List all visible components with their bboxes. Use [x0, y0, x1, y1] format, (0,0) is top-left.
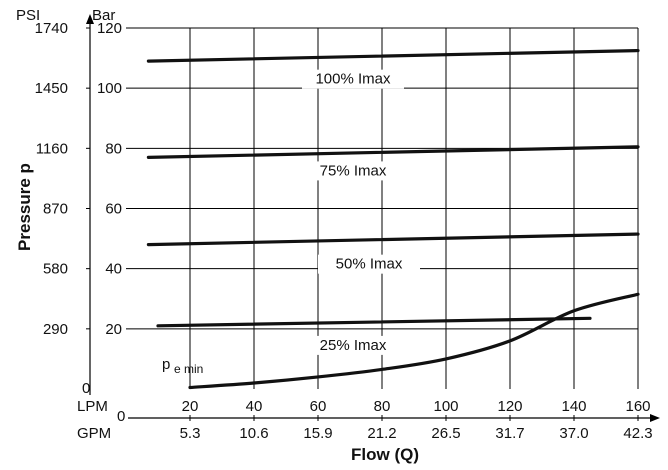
series [146, 48, 640, 390]
x-tick-label-lpm: 40 [246, 398, 263, 415]
x-tick-label-gpm: 26.5 [431, 425, 460, 442]
y-zero-psi: 0 [82, 380, 90, 397]
x-unit-gpm: GPM [77, 425, 111, 442]
x-tick-label-gpm: 5.3 [180, 425, 201, 442]
x-unit-lpm: LPM [77, 398, 108, 415]
series-line [146, 145, 640, 159]
x-tick-label-lpm: 60 [310, 398, 327, 415]
x-zero-lpm: 0 [117, 408, 125, 425]
series-label-bg [302, 335, 404, 355]
series-label-bg [302, 161, 404, 181]
y-tick-label-bar: 120 [97, 20, 122, 37]
x-tick-label-lpm: 140 [561, 398, 586, 415]
x-tick-label-gpm: 10.6 [239, 425, 268, 442]
series-line [146, 48, 640, 63]
x-tick-label-gpm: 15.9 [303, 425, 332, 442]
x-axis-title: Flow (Q) [351, 445, 419, 464]
y-unit-bar: Bar [92, 7, 115, 24]
series-label: 100% Imax [315, 71, 391, 88]
series-label-bg [302, 69, 404, 89]
y-tick-label-psi: 1740 [35, 20, 68, 37]
y-tick-label-bar: 20 [105, 321, 122, 338]
y-unit-psi: PSI [16, 7, 40, 24]
series-label: 50% Imax [336, 256, 403, 273]
series-label-pemin: p [162, 356, 170, 373]
series-label-pemin-sub: e min [174, 362, 203, 376]
x-tick-label-lpm: 100 [433, 398, 458, 415]
labels: 20 40 60 80 100 120 290 580 870 1160 1450 1740 20 40 6… [35, 20, 653, 442]
y-tick-label-bar: 60 [105, 201, 122, 218]
y-axis-title: Pressure p [15, 163, 34, 251]
series-line [188, 292, 640, 390]
x-tick-label-gpm: 42.3 [623, 425, 652, 442]
y-axis-arrow [86, 14, 94, 24]
series-label: 25% Imax [320, 337, 387, 354]
y-tick-label-psi: 290 [43, 321, 68, 338]
x-axis-arrow [650, 414, 660, 422]
x-tick-label-lpm: 20 [182, 398, 199, 415]
x-tick-label-lpm: 160 [625, 398, 650, 415]
axes [86, 14, 660, 422]
x-tick-label-gpm: 37.0 [559, 425, 588, 442]
y-tick-label-bar: 100 [97, 80, 122, 97]
y-tick-label-psi: 1160 [36, 140, 68, 157]
x-tick-label-gpm: 31.7 [495, 425, 524, 442]
y-tick-label-psi: 1450 [35, 80, 68, 97]
x-tick-label-lpm: 80 [374, 398, 391, 415]
y-tick-label-bar: 80 [105, 140, 122, 157]
series-label-bg [318, 254, 420, 274]
series-line [156, 316, 592, 328]
y-tick-label-bar: 40 [105, 261, 122, 278]
x-tick-label-lpm: 120 [497, 398, 522, 415]
y-tick-label-psi: 870 [43, 201, 68, 218]
x-tick-label-gpm: 21.2 [367, 425, 396, 442]
y-tick-label-psi: 580 [43, 261, 68, 278]
series-label: 75% Imax [320, 162, 387, 179]
series-line [146, 232, 640, 247]
